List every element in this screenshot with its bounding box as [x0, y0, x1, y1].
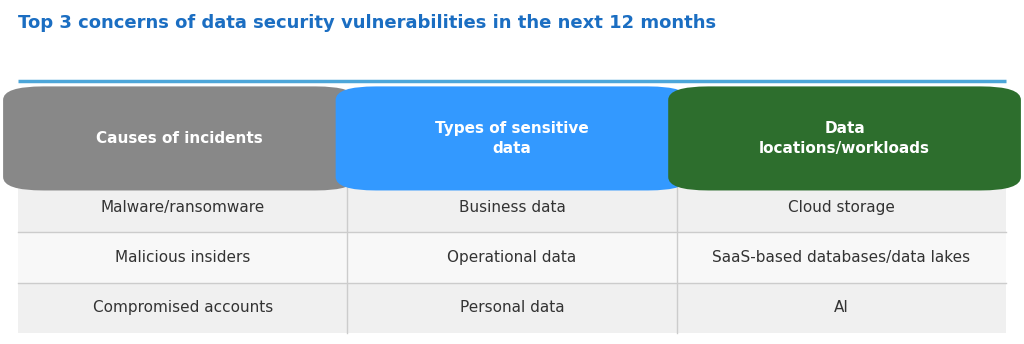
FancyBboxPatch shape — [18, 233, 1006, 283]
Text: Business data: Business data — [459, 200, 565, 215]
Text: Compromised accounts: Compromised accounts — [93, 300, 273, 315]
Text: Data
locations/workloads: Data locations/workloads — [759, 121, 930, 156]
FancyBboxPatch shape — [18, 182, 1006, 233]
Text: Causes of incidents: Causes of incidents — [96, 131, 263, 146]
Text: Malware/ransomware: Malware/ransomware — [100, 200, 265, 215]
FancyBboxPatch shape — [336, 86, 688, 191]
Text: Personal data: Personal data — [460, 300, 564, 315]
Text: Operational data: Operational data — [447, 250, 577, 265]
FancyBboxPatch shape — [669, 86, 1021, 191]
Text: Malicious insiders: Malicious insiders — [115, 250, 251, 265]
Text: SaaS-based databases/data lakes: SaaS-based databases/data lakes — [712, 250, 971, 265]
FancyBboxPatch shape — [18, 283, 1006, 333]
FancyBboxPatch shape — [3, 86, 355, 191]
Text: Types of sensitive
data: Types of sensitive data — [435, 121, 589, 156]
Text: AI: AI — [834, 300, 849, 315]
Text: Cloud storage: Cloud storage — [787, 200, 895, 215]
Text: Top 3 concerns of data security vulnerabilities in the next 12 months: Top 3 concerns of data security vulnerab… — [18, 14, 717, 32]
